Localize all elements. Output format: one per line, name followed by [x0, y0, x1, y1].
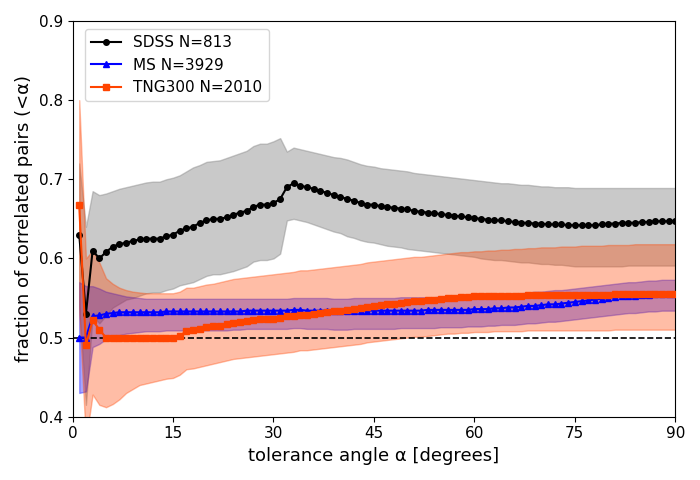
TNG300 N=2010	[262, 316, 271, 322]
SDSS N=813	[671, 218, 680, 224]
TNG300 N=2010	[75, 203, 83, 208]
TNG300 N=2010	[82, 343, 90, 348]
SDSS N=813	[162, 233, 171, 239]
MS N=3929	[584, 298, 592, 303]
MS N=3929	[75, 335, 83, 340]
SDSS N=813	[584, 222, 592, 228]
Y-axis label: fraction of correlated pairs (<α): fraction of correlated pairs (<α)	[15, 75, 33, 362]
TNG300 N=2010	[671, 291, 680, 297]
MS N=3929	[155, 310, 164, 315]
MS N=3929	[490, 305, 498, 311]
SDSS N=813	[75, 232, 83, 238]
MS N=3929	[671, 291, 680, 297]
TNG300 N=2010	[162, 335, 171, 340]
MS N=3929	[570, 299, 579, 305]
TNG300 N=2010	[578, 292, 586, 298]
MS N=3929	[651, 291, 659, 297]
SDSS N=813	[82, 311, 90, 317]
Line: MS N=3929: MS N=3929	[76, 291, 678, 340]
TNG300 N=2010	[497, 293, 505, 299]
SDSS N=813	[597, 222, 606, 228]
MS N=3929	[644, 292, 652, 298]
SDSS N=813	[262, 202, 271, 207]
X-axis label: tolerance angle α [degrees]: tolerance angle α [degrees]	[248, 447, 500, 465]
TNG300 N=2010	[651, 291, 659, 297]
Legend: SDSS N=813, MS N=3929, TNG300 N=2010: SDSS N=813, MS N=3929, TNG300 N=2010	[85, 29, 269, 101]
SDSS N=813	[658, 218, 666, 224]
Line: SDSS N=813: SDSS N=813	[76, 180, 678, 317]
MS N=3929	[256, 308, 265, 313]
SDSS N=813	[504, 218, 512, 224]
Line: TNG300 N=2010: TNG300 N=2010	[76, 203, 678, 348]
TNG300 N=2010	[591, 292, 599, 298]
SDSS N=813	[289, 180, 298, 186]
